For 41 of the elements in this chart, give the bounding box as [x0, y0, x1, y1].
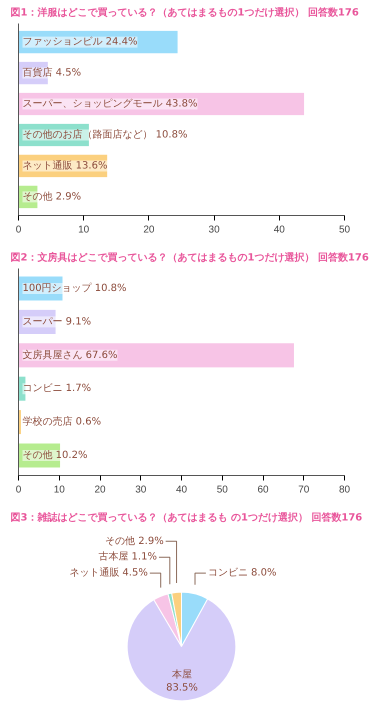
x-tick-label: 0 — [16, 224, 22, 236]
category-label: その他のお店（路面店など） 10.8% — [22, 129, 188, 140]
x-tick-label: 0 — [16, 484, 22, 496]
x-tick-label: 20 — [143, 224, 155, 236]
slice-label: コンビニ 8.0% — [208, 568, 276, 579]
category-label: 文房具屋さん 67.6% — [22, 350, 118, 361]
x-tick-label: 80 — [338, 484, 350, 496]
slice-label: 本屋 — [172, 668, 192, 680]
chart-title: 図2：文房具はどこで買っている？（あてはまるもの1つだけ選択） 回答数176 — [10, 252, 369, 264]
category-label: ファッションビル 24.4% — [22, 36, 138, 48]
category-label: コンビニ 1.7% — [22, 383, 92, 394]
bar — [18, 30, 178, 54]
x-tick-label: 50 — [216, 484, 228, 496]
slice-label: ネット通販 4.5% — [69, 566, 148, 579]
x-tick-label: 20 — [94, 484, 106, 496]
category-label: 100円ショップ 10.8% — [22, 283, 127, 294]
slice-label: その他 2.9% — [105, 534, 164, 547]
category-label: その他 10.2% — [22, 450, 88, 461]
data-label: 83.5% — [166, 682, 198, 694]
x-tick-label: 40 — [274, 224, 286, 236]
x-tick-label: 50 — [338, 224, 350, 236]
category-label: 百貨店 4.5% — [22, 68, 82, 79]
category-label: スーパー 9.1% — [22, 316, 92, 328]
category-label: スーパー、ショッピングモール 43.8% — [22, 98, 198, 110]
chart-title: 図1：洋服はどこで買っている？（あてはまるもの1つだけ選択） 回答数176 — [10, 6, 359, 18]
bar — [18, 376, 26, 401]
x-tick-label: 70 — [298, 484, 310, 496]
category-label: その他 2.9% — [22, 191, 82, 202]
category-label: 学校の売店 0.6% — [22, 416, 102, 428]
bar — [18, 343, 294, 368]
x-tick-label: 10 — [54, 484, 66, 496]
x-tick-label: 40 — [176, 484, 188, 496]
x-tick-label: 30 — [208, 224, 220, 236]
x-tick-label: 10 — [78, 224, 90, 236]
x-tick-label: 60 — [257, 484, 269, 496]
bar — [18, 310, 56, 334]
category-label: ネット通販 13.6% — [22, 160, 108, 172]
bar — [18, 92, 304, 116]
x-tick-label: 30 — [135, 484, 147, 496]
chart-title: 図3：雑誌はどこで買っている？（あてはまるも の1つだけ選択） 回答数176 — [10, 512, 362, 524]
slice-label: 古本屋 1.1% — [98, 550, 157, 563]
